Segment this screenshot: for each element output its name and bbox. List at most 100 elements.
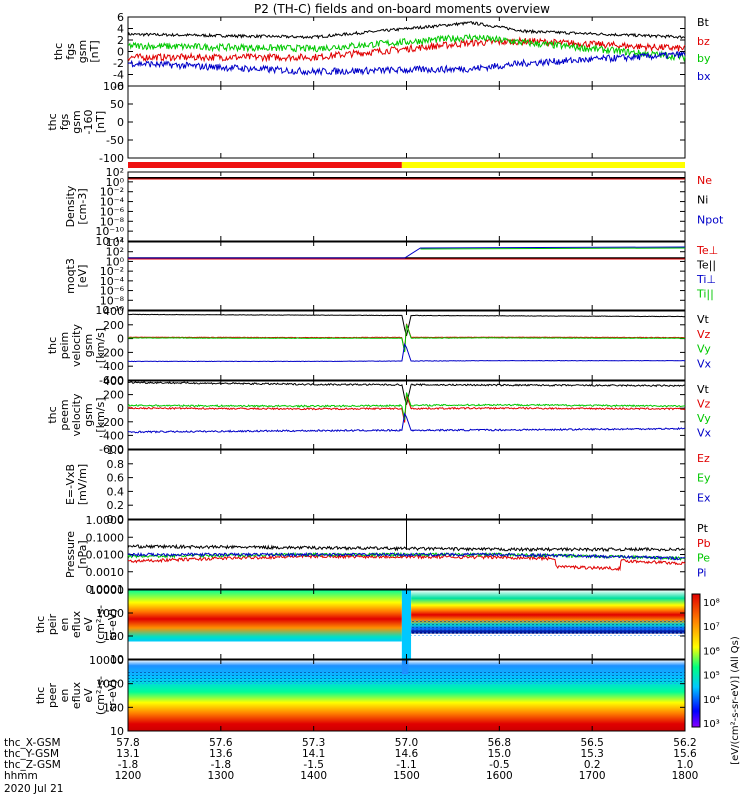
y-axis-label: gsm (82, 403, 95, 426)
mode-segment (401, 162, 685, 168)
legend-entry: Pt (697, 522, 709, 535)
y-tick-label: -200 (99, 346, 124, 359)
xaxis-value: -1.1 (396, 759, 417, 771)
legend-entry: Vy (697, 343, 711, 356)
xaxis-value: 1200 (115, 770, 142, 782)
y-tick-label: 0 (117, 402, 124, 415)
y-axis-label: en (58, 689, 71, 703)
spectrogram-spike (401, 660, 409, 674)
y-tick-label: 10⁴ (106, 236, 125, 249)
y-axis-label: -160 (82, 110, 95, 135)
y-axis-label: en (58, 618, 71, 632)
y-tick-label: 10⁻¹² (95, 235, 124, 248)
colorbar-tick-label: 10⁸ (703, 598, 720, 609)
y-axis-label: eV (82, 617, 95, 632)
y-axis-label: peir (46, 613, 59, 635)
y-tick-label: -2 (113, 57, 124, 70)
spectrogram-noise (411, 620, 685, 636)
series-by (127, 33, 686, 63)
y-axis-label: thc (34, 687, 47, 704)
y-tick-label: 100 (103, 630, 124, 643)
fgs-delta-panel: 100 50 0 -50 -100 thc fgs gsm -160 [nT] (46, 80, 686, 165)
y-axis-label: sr-eV) (106, 608, 119, 640)
series-Vy (127, 403, 402, 408)
y-tick-label: 10 (110, 653, 124, 666)
series-Pt (127, 543, 685, 553)
colorbar-label: [eV/(cm²-s-sr-eV)] (All Qs) (730, 636, 741, 765)
y-tick-label: 400 (103, 375, 124, 388)
y-tick-label: 0.8 (107, 458, 125, 471)
legend-bx: bx (697, 70, 711, 83)
y-tick-label: -200 (99, 416, 124, 429)
y-tick-label: 10⁻⁴ (100, 275, 125, 288)
colorbar-tick-label: 10⁴ (703, 695, 720, 706)
y-tick-label: 10000 (89, 654, 124, 667)
series-Vz (410, 336, 686, 339)
xaxis-value: -1.5 (303, 759, 324, 771)
legend-entry: Vy (697, 412, 711, 425)
y-axis-label: peer (46, 683, 59, 709)
xaxis-value: 57.0 (395, 737, 418, 749)
y-tick-label: 10⁻⁸ (100, 294, 125, 307)
y-tick-label: -400 (99, 429, 124, 442)
y-tick-label: -600 (99, 374, 124, 387)
legend-entry: Vz (697, 328, 711, 341)
legend-entry: Ne (697, 174, 712, 187)
panel-frame (127, 449, 686, 520)
pressure-panel: 1.0000 0.1000 0.0100 0.0010 0.0001 Pressure [n… (64, 514, 711, 596)
y-tick-label: 10⁻⁴ (100, 196, 125, 209)
series-Vz (127, 336, 403, 339)
efield-panel: 1.00.80.60.40.20.0 E=-VxB [mV/m] Ez Ey Ex (64, 444, 711, 526)
xaxis-value: -1.8 (118, 759, 139, 771)
xaxis-row-label: thc_X-GSM (4, 737, 61, 749)
y-axis-label: E=-VxB (64, 464, 77, 505)
legend-by: by (697, 52, 711, 65)
series-Vy (410, 403, 686, 408)
legend-entry: Vz (697, 398, 711, 411)
xaxis-value: -0.5 (489, 759, 510, 771)
legend-entry: Te⊥ (696, 244, 718, 257)
legend-entry: Pe (697, 552, 710, 565)
xaxis-value: 14.6 (395, 748, 419, 760)
colorbar-tick-label: 10⁶ (703, 646, 720, 657)
series-Vt (127, 381, 403, 387)
legend-entry: Pi (697, 566, 706, 579)
y-axis-label: gsm (82, 334, 95, 357)
series-Vx (410, 426, 686, 432)
series-Vx (127, 428, 403, 434)
y-axis-label: eflux (70, 681, 83, 709)
y-tick-label: 10⁻² (100, 186, 124, 199)
xaxis-value: 56.5 (580, 737, 603, 749)
y-tick-label: 400 (103, 305, 124, 318)
spectrogram-left (128, 590, 402, 659)
y-tick-label: 4 (117, 23, 124, 36)
xaxis-value: 56.2 (673, 737, 696, 749)
plot-title: P2 (TH-C) fields and on-board moments ov… (254, 2, 550, 16)
xaxis-value: 57.3 (302, 737, 325, 749)
legend-entry: Ti|| (696, 288, 714, 301)
legend-Bt: Bt (697, 16, 710, 29)
panel-frame (127, 241, 686, 311)
legend-entry: Ex (697, 491, 711, 504)
y-tick-label: 10⁰ (106, 176, 125, 189)
y-tick-label: 0 (117, 333, 124, 346)
xaxis-value: 1500 (393, 770, 420, 782)
y-tick-label: 10² (106, 166, 124, 179)
spectrogram-gap (401, 590, 412, 659)
y-axis-label: fgs (58, 113, 71, 130)
series-Vt (411, 383, 686, 388)
y-tick-label: 1000 (96, 678, 124, 691)
spike-Vy (401, 392, 412, 420)
series-Vy (411, 337, 686, 339)
y-axis-label: eV (82, 688, 95, 703)
mode-segment (128, 162, 402, 168)
y-axis-label: thc (46, 406, 59, 423)
series-Vy (127, 337, 403, 339)
y-tick-label: 10⁻⁶ (100, 285, 125, 298)
y-axis-label: peem (58, 399, 71, 430)
y-tick-label: 0.2 (107, 499, 125, 512)
xaxis-value: 56.8 (488, 737, 511, 749)
legend-entry: Te|| (696, 259, 716, 272)
